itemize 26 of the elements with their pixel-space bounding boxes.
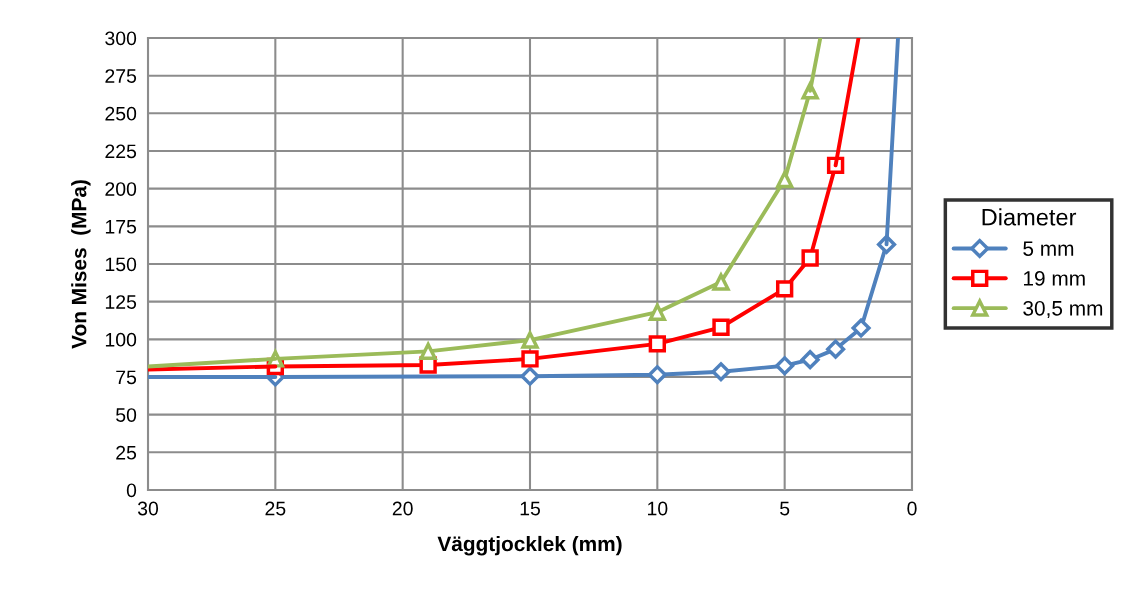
- legend-label: 19 mm: [1024, 271, 1085, 286]
- y-tick-label: 0: [126, 483, 137, 498]
- x-tick-label: 5: [780, 501, 790, 516]
- legend-title: Diameter: [982, 208, 1077, 226]
- x-axis-title: Väggtjocklek (mm): [437, 535, 622, 556]
- y-tick-label: 250: [105, 106, 137, 121]
- y-tick-label: 150: [105, 257, 137, 272]
- x-tick-label: 15: [520, 501, 540, 516]
- y-tick-label: 75: [116, 370, 137, 385]
- x-tick-label: 10: [648, 501, 668, 516]
- x-tick-label: 30: [137, 501, 159, 516]
- legend-label: 5 mm: [1023, 241, 1074, 256]
- y-tick-label: 25: [116, 445, 137, 460]
- y-tick-label: 300: [105, 31, 137, 46]
- x-tick-label: 25: [265, 501, 286, 516]
- y-tick-label: 225: [105, 144, 137, 159]
- x-tick-label: 20: [392, 501, 413, 516]
- y-tick-label: 200: [105, 182, 137, 196]
- y-tick-label: 100: [105, 332, 137, 347]
- x-tick-label: 0: [907, 501, 917, 516]
- y-axis-title: Von Mises (MPa): [71, 180, 91, 349]
- y-tick-label: 50: [116, 408, 137, 422]
- y-tick-label: 175: [105, 220, 137, 234]
- y-tick-label: 275: [105, 69, 137, 83]
- y-tick-label: 125: [105, 295, 137, 309]
- legend-label: 30,5 mm: [1023, 300, 1103, 319]
